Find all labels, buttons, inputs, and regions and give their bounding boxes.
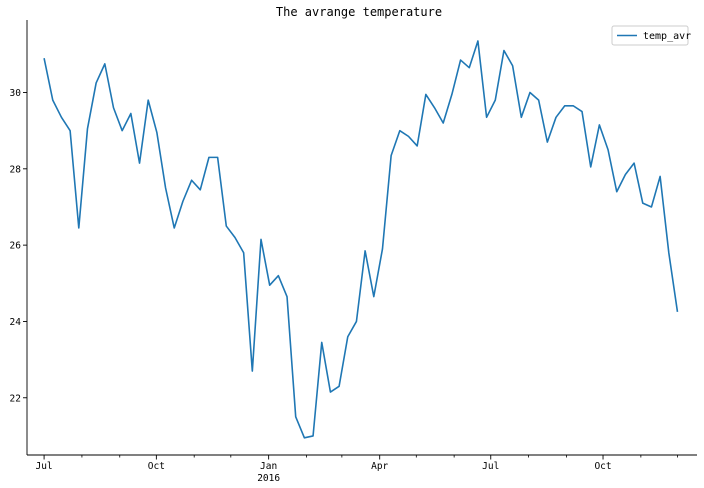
legend: temp_avr bbox=[611, 25, 691, 46]
y-tick-label: 30 bbox=[10, 88, 22, 99]
y-tick-label: 22 bbox=[10, 393, 21, 404]
y-axis: 22 24 26 28 30 bbox=[10, 20, 28, 455]
x-tick-sublabel: 2016 bbox=[257, 473, 280, 484]
chart-title: The avrange temperature bbox=[276, 5, 442, 19]
series-layer bbox=[43, 40, 679, 439]
x-tick-label: Apr bbox=[371, 461, 388, 472]
y-tick-label: 28 bbox=[10, 164, 22, 175]
x-tick-label: Jan bbox=[260, 461, 277, 472]
legend-label-temp-avr: temp_avr bbox=[643, 31, 691, 42]
series-line-temp-avr bbox=[43, 40, 679, 439]
x-tick-label: Oct bbox=[148, 461, 165, 472]
y-tick-label: 24 bbox=[10, 317, 22, 328]
x-tick-label: Oct bbox=[594, 461, 611, 472]
x-tick-label: Jul bbox=[482, 461, 499, 472]
y-tick-label: 26 bbox=[10, 241, 22, 252]
x-tick-label: Jul bbox=[35, 461, 52, 472]
legend-box bbox=[611, 25, 689, 46]
